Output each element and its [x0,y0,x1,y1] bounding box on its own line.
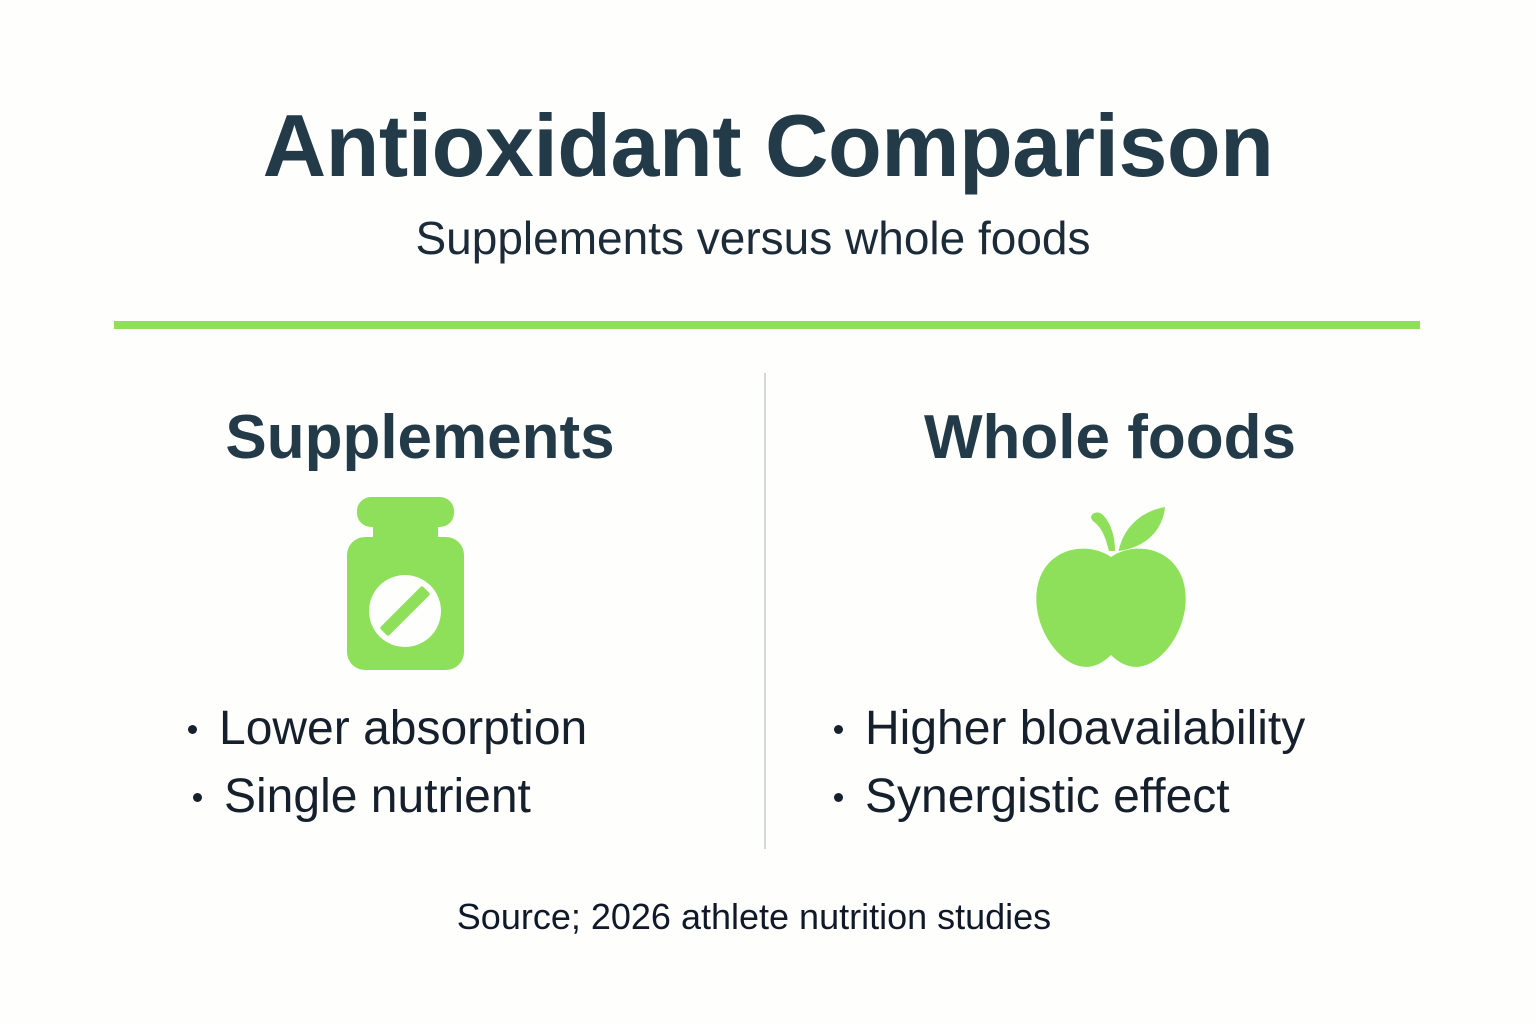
bullet-dot-icon [834,792,843,802]
list-item: Lower absorption [188,695,587,763]
whole-foods-heading: Whole foods [924,403,1296,472]
whole-foods-bullet-list: Higher bloavailability Synergistic effec… [834,695,1305,831]
list-item: Higher bloavailability [834,695,1305,763]
column-divider [764,373,766,849]
source-note: Source; 2026 athlete nutrition studies [456,896,1052,937]
supplement-bottle-icon [347,497,464,670]
page-subtitle: Supplements versus whole foods [415,212,1091,264]
supplements-heading: Supplements [225,403,615,472]
apple-icon [1035,505,1187,670]
page-title: Antioxidant Comparison [262,96,1274,195]
supplements-bullet-list: Lower absorption Single nutrient [188,695,587,831]
list-item: Single nutrient [188,763,587,831]
accent-rule [114,321,1420,329]
bullet-dot-icon [193,792,202,802]
list-item: Synergistic effect [834,763,1305,831]
bullet-dot-icon [188,724,197,734]
bullet-dot-icon [834,724,843,734]
